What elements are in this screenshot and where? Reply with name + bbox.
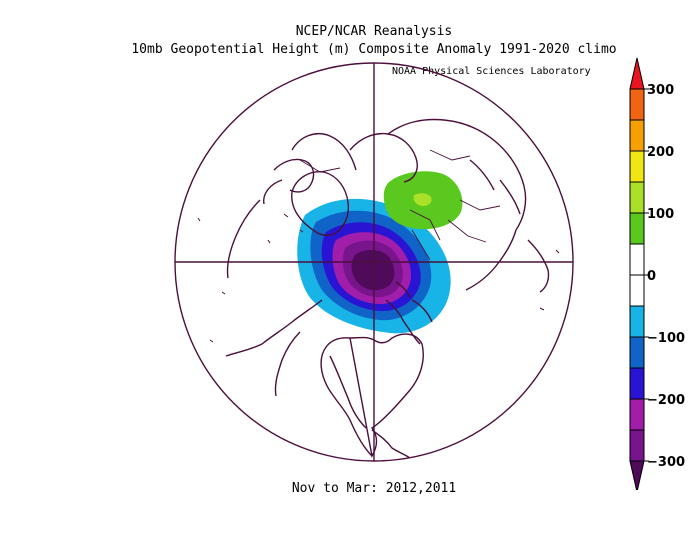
colorbar-bin xyxy=(629,243,645,276)
coastline-east-asia xyxy=(465,159,521,291)
colorbar-bin xyxy=(629,150,645,183)
coastline-japan xyxy=(527,239,550,293)
anomaly-field xyxy=(297,171,463,334)
islands xyxy=(197,213,560,343)
colorbar-bin xyxy=(629,429,645,462)
coastline-greenland xyxy=(291,171,350,237)
colorbar-bin xyxy=(629,181,645,214)
colorbar-tick-label: 0 xyxy=(647,269,656,284)
colorbar-tick-label: −100 xyxy=(647,331,685,346)
coastline-siberia xyxy=(387,118,527,231)
colorbar-bin xyxy=(629,57,645,90)
coastline-central-america xyxy=(329,355,411,459)
colorbar: 300 200 100 0 −100 −200 −300 xyxy=(629,57,685,490)
colorbar-boxes xyxy=(629,57,645,490)
colorbar-bin xyxy=(629,274,645,307)
coastline-canada-islands xyxy=(385,281,433,345)
anomaly-band--300 xyxy=(351,249,395,291)
chart-title: NCEP/NCAR Reanalysis xyxy=(295,24,453,39)
polar-map xyxy=(174,62,574,462)
colorbar-tick-label: −200 xyxy=(647,393,685,408)
anomaly-band-100 xyxy=(413,193,432,206)
coastline-europe xyxy=(263,132,357,205)
colorbar-bin xyxy=(629,305,645,338)
coastline-north-africa xyxy=(226,199,261,279)
coastline-north-america xyxy=(320,333,424,458)
colorbar-bin xyxy=(629,119,645,152)
colorbar-bin xyxy=(629,398,645,431)
colorbar-tick-label: 300 xyxy=(647,83,674,98)
country-borders xyxy=(299,149,501,261)
colorbar-tick-label: −300 xyxy=(647,455,685,470)
colorbar-bin xyxy=(629,460,645,490)
graticule xyxy=(174,62,574,462)
coastline-scandinavia xyxy=(349,132,418,183)
coastline-alaska xyxy=(225,299,323,397)
chart-subtitle: 10mb Geopotential Height (m) Composite A… xyxy=(131,42,617,57)
period-label: Nov to Mar: 2012,2011 xyxy=(291,481,457,496)
colorbar-bin xyxy=(629,336,645,369)
colorbar-tick-label: 100 xyxy=(647,207,674,222)
colorbar-labels: 300 200 100 0 −100 −200 −300 xyxy=(644,83,685,470)
colorbar-bin xyxy=(629,88,645,121)
colorbar-bin xyxy=(629,367,645,400)
colorbar-bin xyxy=(629,212,645,245)
coastlines xyxy=(197,118,560,459)
credit-label: NOAA Physical Sciences Laboratory xyxy=(392,66,591,77)
colorbar-tick-label: 200 xyxy=(647,145,674,160)
